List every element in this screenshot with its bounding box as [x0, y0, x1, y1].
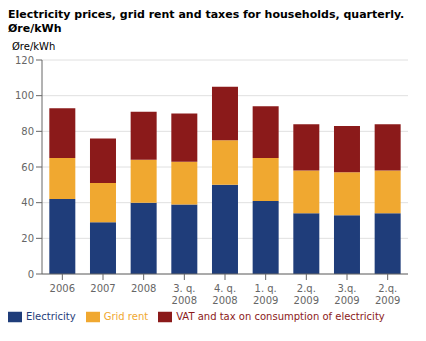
- svg-text:2007: 2007: [90, 283, 115, 294]
- svg-text:3. q.2008: 3. q.2008: [172, 283, 197, 306]
- svg-text:2006: 2006: [50, 283, 75, 294]
- html-text:Electricity prices, grid rent: Electricity prices, grid rent and taxes …: [8, 8, 405, 21]
- svg-text:40: 40: [21, 197, 34, 208]
- svg-text:1. q.2009: 1. q.2009: [253, 283, 278, 306]
- svg-text:120: 120: [15, 55, 34, 66]
- svg-text:4. q.2008: 4. q.2008: [212, 283, 237, 306]
- svg-text:2.q.2009: 2.q.2009: [294, 283, 319, 306]
- html-text:Øre/kWh: Øre/kWh: [12, 41, 56, 52]
- html-text:Grid rent: Grid rent: [103, 311, 149, 322]
- svg-text:60: 60: [21, 162, 34, 173]
- svg-text:100: 100: [15, 90, 34, 101]
- svg-text:2.q.2009: 2.q.2009: [375, 283, 400, 306]
- svg-text:20: 20: [21, 233, 34, 244]
- svg-text:2008: 2008: [131, 283, 156, 294]
- html-text:Electricity: Electricity: [26, 311, 76, 322]
- html-text:Øre/kWh: Øre/kWh: [8, 22, 62, 35]
- svg-text:80: 80: [21, 126, 34, 137]
- html-text:VAT and tax on consumption of: VAT and tax on consumption of electricit…: [176, 311, 385, 322]
- svg-text:3.q.2009: 3.q.2009: [334, 283, 359, 306]
- svg-text:0: 0: [28, 269, 34, 280]
